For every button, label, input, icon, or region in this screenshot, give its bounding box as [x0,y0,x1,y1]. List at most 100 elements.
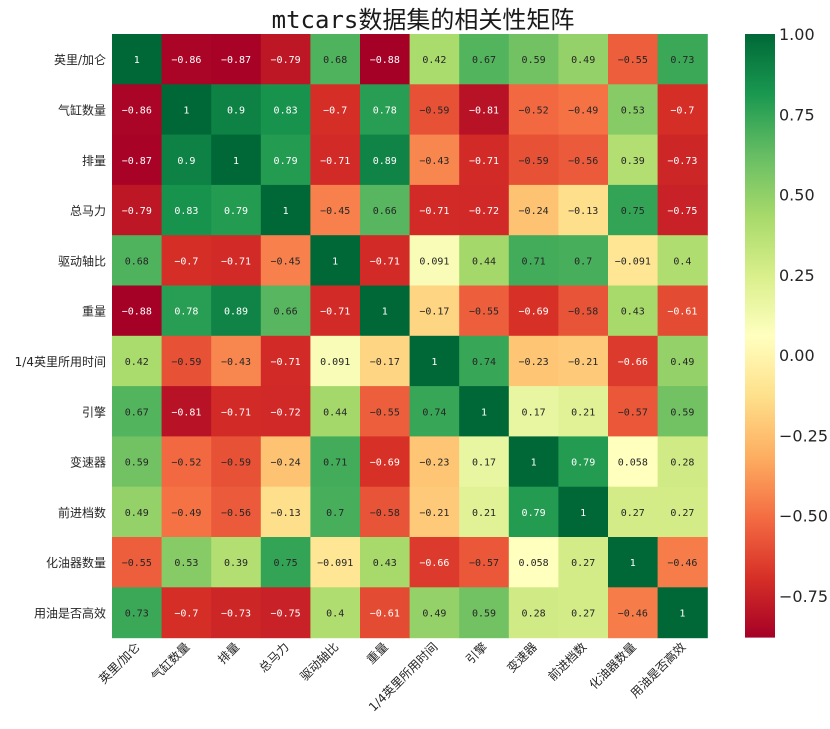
heatmap-cell [211,184,262,236]
heatmap-cell [508,386,559,437]
heatmap-cell [112,537,163,588]
heatmap-cell [211,285,262,337]
cell-value-label: −0.73 [221,608,251,619]
heatmap-cell [558,34,609,85]
heatmap-cell [657,587,708,639]
heatmap-cell [409,436,460,488]
cell-value-label: 0.53 [621,105,645,116]
heatmap-cell [608,285,659,337]
heatmap-cell [608,184,659,236]
cell-value-label: −0.21 [419,508,449,519]
heatmap-cell [558,436,609,488]
heatmap-cell [310,436,361,488]
heatmap-cell [161,235,212,287]
cell-value-label: −0.71 [370,256,400,267]
cell-value-label: −0.56 [221,508,251,519]
heatmap-cell [508,134,559,186]
heatmap-cell [161,134,212,186]
cell-value-label: −0.71 [320,307,350,318]
cell-value-label: −0.17 [419,307,449,318]
cell-value-label: 0.4 [673,256,691,267]
x-tick-label: 引擎 [463,639,491,667]
cell-value-label: −0.88 [122,307,152,318]
colorbar-tick-label: 0.75 [779,105,815,124]
cell-value-label: −0.79 [271,55,301,66]
cell-value-label: −0.59 [519,156,549,167]
heatmap-cell [657,537,708,588]
cell-value-label: −0.58 [568,307,598,318]
cell-value-label: 0.7 [574,256,592,267]
heatmap-cell [260,184,311,236]
colorbar: 1.00 0.75 0.50 0.25 0.00 −0.25 −0.50 −0.75 [745,25,828,638]
cell-value-label: −0.24 [271,458,301,469]
cell-value-label: 1 [283,206,289,217]
cell-value-label: 0.79 [522,508,546,519]
cell-value-label: −0.24 [519,206,549,217]
cell-value-label: 0.75 [274,558,298,569]
heatmap-cell [211,537,262,588]
cell-value-label: 0.66 [373,206,397,217]
cell-value-label: 0.83 [174,206,198,217]
cell-value-label: 0.66 [274,307,298,318]
heatmap-cell [112,235,163,287]
heatmap-cell [608,235,659,287]
cell-value-label: 0.17 [522,407,546,418]
heatmap-cell [508,486,559,538]
cell-value-label: −0.75 [271,608,301,619]
cell-value-label: 0.091 [320,357,350,368]
cell-value-label: 0.59 [670,407,694,418]
heatmap-cell [310,184,361,236]
cell-value-label: −0.86 [171,55,201,66]
y-tick-label: 驱动轴比 [58,253,106,268]
cell-value-label: −0.71 [320,156,350,167]
cell-value-label: −0.61 [667,307,697,318]
heatmap-cell [409,235,460,287]
x-tick-label: 化油器数量 [586,639,639,692]
cell-value-label: 1 [431,357,437,368]
cell-value-label: −0.7 [174,608,198,619]
cell-value-label: −0.55 [469,307,499,318]
heatmap-cell [558,285,609,337]
heatmap-cell [360,486,411,538]
cell-value-label: −0.87 [221,55,251,66]
heatmap-cell [657,386,708,437]
y-tick-label: 1/4英里所用时间 [15,355,106,369]
cell-value-label: 1 [679,608,685,619]
heatmap-cell [211,587,262,639]
heatmap-cell [211,235,262,287]
cell-value-label: 0.68 [125,256,149,267]
cell-value-label: 0.17 [472,458,496,469]
cell-value-label: 0.71 [522,256,546,267]
cell-value-label: −0.091 [317,558,353,569]
y-tick-label: 英里/加仑 [54,53,106,67]
heatmap-cell [260,537,311,588]
heatmap-cell [409,285,460,337]
cell-value-label: −0.7 [670,105,694,116]
cell-value-label: −0.43 [419,156,449,167]
cell-value-label: −0.59 [171,357,201,368]
heatmap-cell [161,335,212,387]
colorbar-tick-label: −0.50 [779,507,828,526]
cell-value-label: 0.7 [326,508,344,519]
cell-value-label: 0.42 [125,357,149,368]
heatmap-cell [310,84,361,136]
heatmap-cell [161,587,212,639]
cell-value-label: 0.79 [224,206,248,217]
heatmap-cell [409,335,460,387]
heatmap-cell [112,285,163,337]
heatmap-cell [260,386,311,437]
heatmap-cell [260,486,311,538]
heatmap-cell [161,537,212,588]
heatmap-cell [558,486,609,538]
heatmap-cell [608,486,659,538]
heatmap-cell [112,34,163,85]
cell-value-label: 0.89 [224,307,248,318]
heatmap-cell [310,587,361,639]
x-tick-label: 排量 [215,640,242,667]
cell-value-label: −0.55 [370,407,400,418]
cell-value-label: 0.59 [522,55,546,66]
heatmap-cell [211,134,262,186]
heatmap-cell [161,184,212,236]
cell-value-label: −0.79 [122,206,152,217]
heatmap-cell [360,84,411,136]
